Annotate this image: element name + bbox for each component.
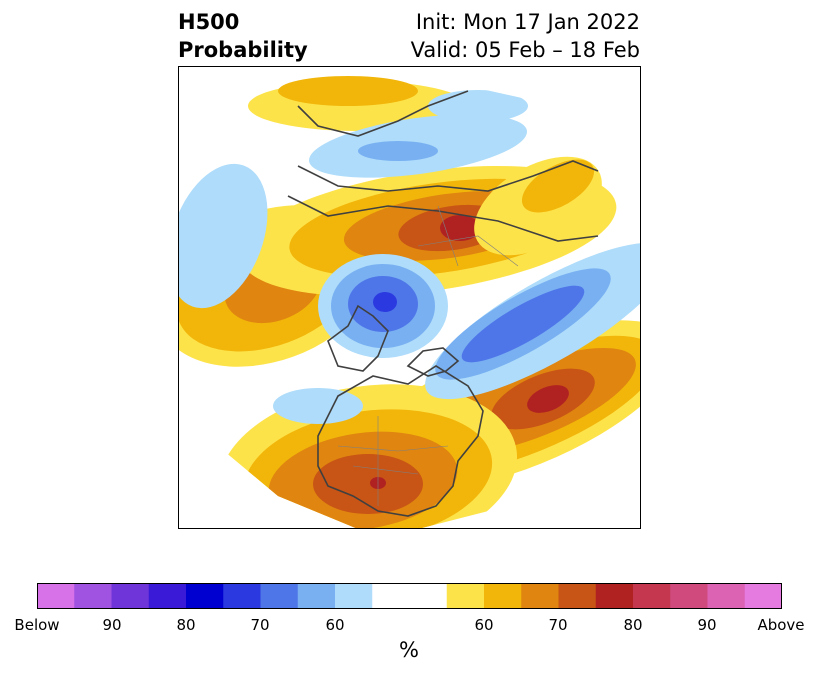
colorbar-cell [633, 583, 671, 609]
colorbar-tick-90-below: 90 [102, 616, 122, 634]
colorbar-tick-80-above: 80 [623, 616, 643, 634]
probability-shading [178, 76, 641, 529]
valid-range: Valid: 05 Feb – 18 Feb [410, 38, 640, 62]
colorbar-cell [223, 583, 261, 609]
title-type: Probability [178, 38, 308, 62]
colorbar-cells [37, 583, 782, 609]
colorbar [37, 583, 782, 609]
title-left: H500 Probability [178, 8, 308, 64]
colorbar-cell [372, 583, 410, 609]
colorbar-cell [335, 583, 373, 609]
colorbar-tick-70-below: 70 [250, 616, 270, 634]
colorbar-cell [148, 583, 187, 609]
colorbar-cell [74, 583, 112, 609]
colorbar-tick-60-below: 60 [325, 616, 345, 634]
colorbar-cell [670, 583, 708, 609]
colorbar-cell [186, 583, 224, 609]
colorbar-tick-60-above: 60 [474, 616, 494, 634]
title-right: Init: Mon 17 Jan 2022 Valid: 05 Feb – 18… [340, 8, 640, 64]
colorbar-cell [111, 583, 150, 609]
colorbar-cell [558, 583, 597, 609]
colorbar-tick-80-below: 80 [176, 616, 196, 634]
colorbar-cell [744, 583, 782, 609]
map-frame [178, 66, 641, 529]
init-date: Init: Mon 17 Jan 2022 [415, 10, 640, 34]
colorbar-cell [521, 583, 559, 609]
colorbar-cell [409, 583, 448, 609]
coastlines [287, 90, 599, 517]
colorbar-cell [297, 583, 336, 609]
colorbar-cell [484, 583, 522, 609]
colorbar-cell [595, 583, 634, 609]
colorbar-unit: % [399, 638, 419, 662]
colorbar-tick-above: Above [757, 616, 805, 634]
colorbar-cell [707, 583, 746, 609]
colorbar-tick-below: Below [14, 616, 60, 634]
colorbar-tick-90-above: 90 [697, 616, 717, 634]
colorbar-tick-70-above: 70 [548, 616, 568, 634]
colorbar-cell [260, 583, 299, 609]
colorbar-cell [37, 583, 75, 609]
borders [337, 205, 519, 506]
title-variable: H500 [178, 10, 240, 34]
colorbar-cell [446, 583, 485, 609]
polar-map [178, 66, 641, 529]
